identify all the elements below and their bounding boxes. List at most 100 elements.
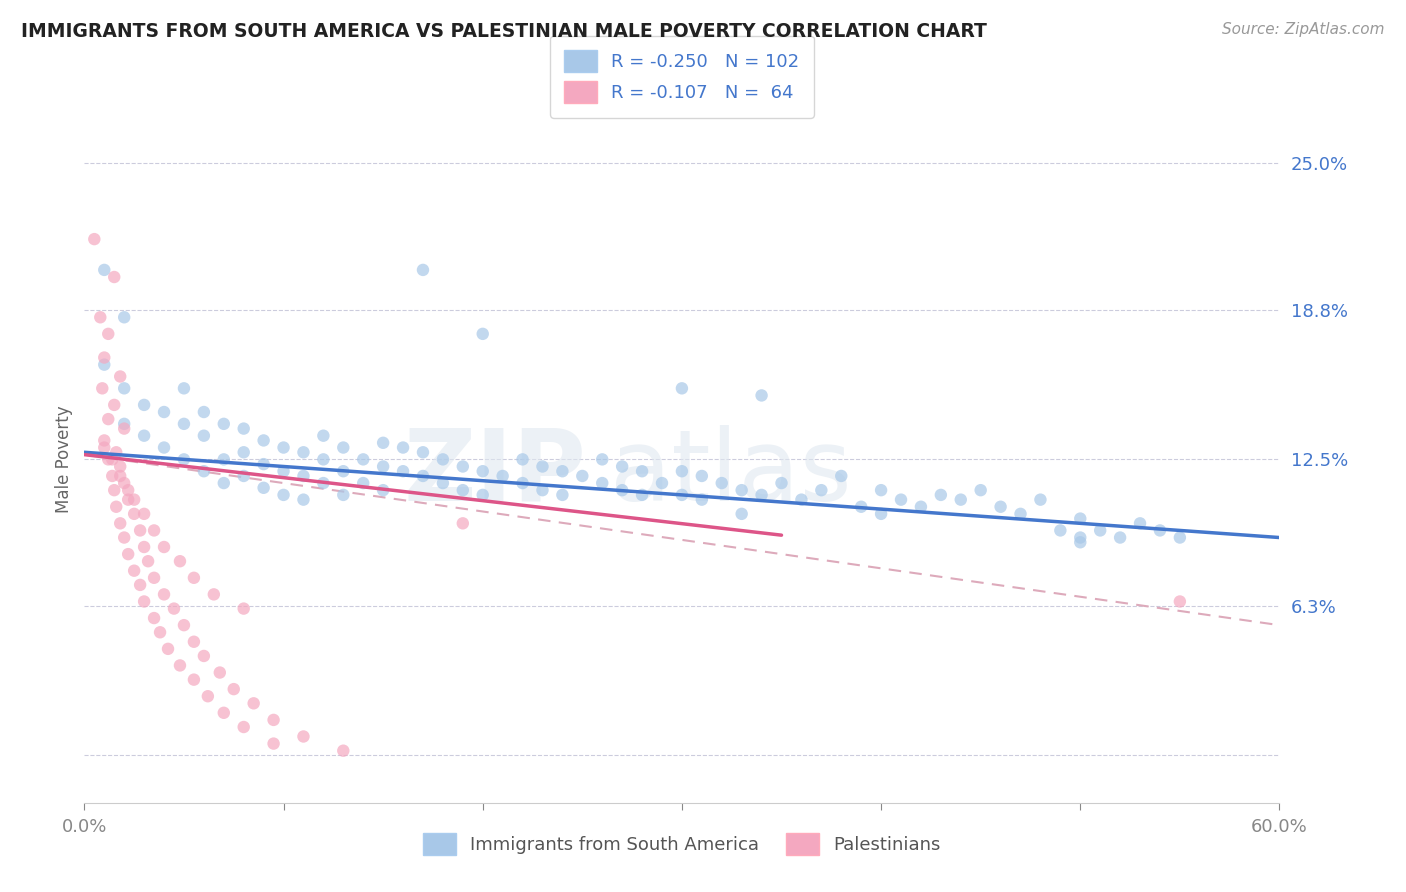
Point [432, 476, 454, 491]
Point [890, 492, 912, 507]
Point [492, 469, 515, 483]
Point [292, 730, 315, 744]
Point [332, 464, 354, 478]
Point [1069, 531, 1091, 545]
Point [1069, 535, 1091, 549]
Point [93, 358, 115, 372]
Point [949, 492, 972, 507]
Point [471, 464, 494, 478]
Point [870, 483, 893, 498]
Point [193, 648, 215, 663]
Point [970, 483, 993, 498]
Point [105, 500, 128, 514]
Point [591, 452, 613, 467]
Point [551, 464, 574, 478]
Point [731, 483, 754, 498]
Point [830, 469, 852, 483]
Point [671, 488, 693, 502]
Point [352, 452, 374, 467]
Point [751, 488, 773, 502]
Point [117, 547, 139, 561]
Text: Source: ZipAtlas.com: Source: ZipAtlas.com [1222, 22, 1385, 37]
Point [89, 310, 111, 325]
Point [112, 417, 135, 431]
Point [1029, 492, 1052, 507]
Point [202, 587, 225, 601]
Point [132, 594, 156, 608]
Point [312, 476, 335, 491]
Point [97, 326, 120, 341]
Point [373, 435, 395, 450]
Point [690, 492, 713, 507]
Point [132, 540, 156, 554]
Point [153, 587, 176, 601]
Point [392, 441, 415, 455]
Point [551, 488, 574, 502]
Point [173, 417, 195, 431]
Point [851, 500, 873, 514]
Point [91, 381, 114, 395]
Point [612, 459, 634, 474]
Point [1129, 516, 1152, 531]
Point [591, 476, 613, 491]
Point [212, 417, 235, 431]
Point [222, 682, 245, 697]
Point [129, 524, 152, 538]
Point [143, 571, 166, 585]
Point [292, 492, 315, 507]
Point [132, 507, 156, 521]
Point [173, 618, 195, 632]
Point [212, 476, 235, 491]
Point [183, 634, 205, 648]
Point [810, 483, 832, 498]
Point [110, 469, 132, 483]
Point [412, 445, 434, 459]
Point [451, 483, 474, 498]
Point [103, 270, 125, 285]
Point [1010, 507, 1032, 521]
Point [101, 452, 124, 467]
Point [373, 459, 395, 474]
Point [169, 554, 191, 568]
Point [197, 690, 219, 704]
Point [193, 464, 215, 478]
Point [132, 398, 156, 412]
Point [208, 665, 231, 680]
Point [1090, 524, 1112, 538]
Point [263, 737, 285, 751]
Point [1149, 524, 1171, 538]
Point [373, 483, 395, 498]
Point [751, 388, 773, 402]
Point [392, 464, 415, 478]
Point [136, 554, 159, 568]
Point [232, 421, 254, 435]
Point [671, 464, 693, 478]
Point [110, 459, 132, 474]
Point [612, 483, 634, 498]
Point [412, 469, 434, 483]
Point [1168, 594, 1191, 608]
Point [212, 706, 235, 720]
Point [710, 476, 733, 491]
Point [512, 476, 534, 491]
Point [273, 488, 295, 502]
Point [671, 381, 693, 395]
Point [117, 483, 139, 498]
Point [990, 500, 1012, 514]
Legend: Immigrants from South America, Palestinians: Immigrants from South America, Palestini… [416, 826, 948, 863]
Point [153, 540, 176, 554]
Point [212, 452, 235, 467]
Point [97, 452, 120, 467]
Point [232, 720, 254, 734]
Point [790, 492, 813, 507]
Point [332, 441, 354, 455]
Point [143, 524, 166, 538]
Point [112, 421, 135, 435]
Point [122, 492, 145, 507]
Point [173, 452, 195, 467]
Point [352, 476, 374, 491]
Point [101, 469, 124, 483]
Point [173, 381, 195, 395]
Point [153, 405, 176, 419]
Point [253, 481, 276, 495]
